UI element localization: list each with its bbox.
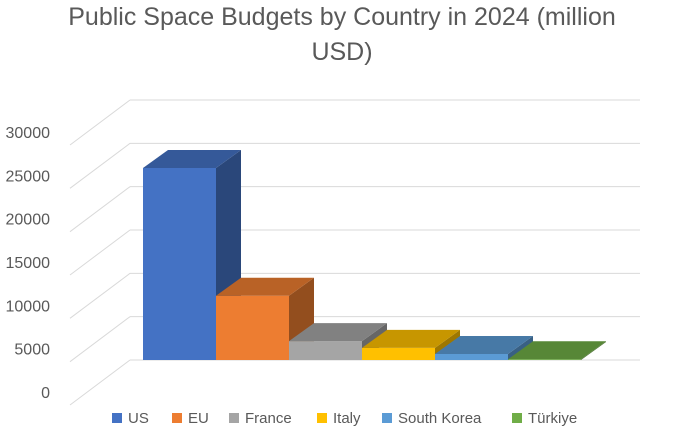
- bars: [143, 150, 606, 360]
- gridline-diag-0: [69, 359, 131, 406]
- bar-t-rkiye: [508, 341, 606, 360]
- y-tick-label-1: 5000: [14, 342, 50, 359]
- legend-swatch-4: [382, 413, 392, 423]
- bar-front-1: [216, 295, 289, 360]
- chart-title-line-1: Public Space Budgets by Country in 2024 …: [68, 3, 616, 31]
- gridline-diag-6: [69, 99, 131, 146]
- y-axis-ticks: 0 5000 10000 15000 20000 25000 30000: [6, 125, 51, 402]
- bar-top-5: [508, 341, 606, 360]
- legend-label-2: France: [245, 410, 292, 427]
- bar-top-4: [435, 335, 533, 354]
- y-tick-label-3: 15000: [6, 255, 51, 272]
- legend-swatch-5: [512, 413, 522, 423]
- legend-label-3: Italy: [333, 410, 361, 427]
- bar-top-3: [362, 329, 460, 348]
- legend-label-5: Türkiye: [528, 410, 577, 427]
- gridline-diag-2: [69, 272, 131, 319]
- bar-front-5: [508, 359, 581, 360]
- y-tick-label-5: 25000: [6, 168, 51, 185]
- gridline-diag-1: [69, 316, 131, 363]
- y-tick-label-2: 10000: [6, 298, 51, 315]
- y-tick-label-6: 30000: [6, 125, 51, 142]
- legend-label-4: South Korea: [398, 410, 482, 427]
- legend: US EU France Italy South Korea Türkiye: [112, 410, 577, 427]
- legend-swatch-2: [229, 413, 239, 423]
- y-tick-label-4: 20000: [6, 212, 51, 229]
- bar-top-2: [289, 323, 387, 342]
- legend-swatch-3: [317, 413, 327, 423]
- bar-south-korea: [435, 335, 533, 360]
- bar-front-0: [143, 168, 216, 360]
- bar-top-0: [143, 150, 241, 168]
- legend-label-1: EU: [188, 410, 209, 427]
- legend-swatch-0: [112, 413, 122, 423]
- gridline-diag-4: [69, 186, 131, 233]
- bar-side-5: [581, 341, 606, 360]
- y-tick-label-0: 0: [41, 385, 50, 402]
- gridline-diag-5: [69, 142, 131, 189]
- chart-title-line-2: USD): [311, 38, 372, 66]
- bar-top-1: [216, 277, 314, 296]
- bar-side-4: [508, 335, 533, 360]
- legend-swatch-1: [172, 413, 182, 423]
- bar-front-3: [362, 347, 435, 360]
- bar-front-2: [289, 341, 362, 360]
- bar-front-4: [435, 353, 508, 360]
- gridline-diag-3: [69, 229, 131, 276]
- legend-label-0: US: [128, 410, 149, 427]
